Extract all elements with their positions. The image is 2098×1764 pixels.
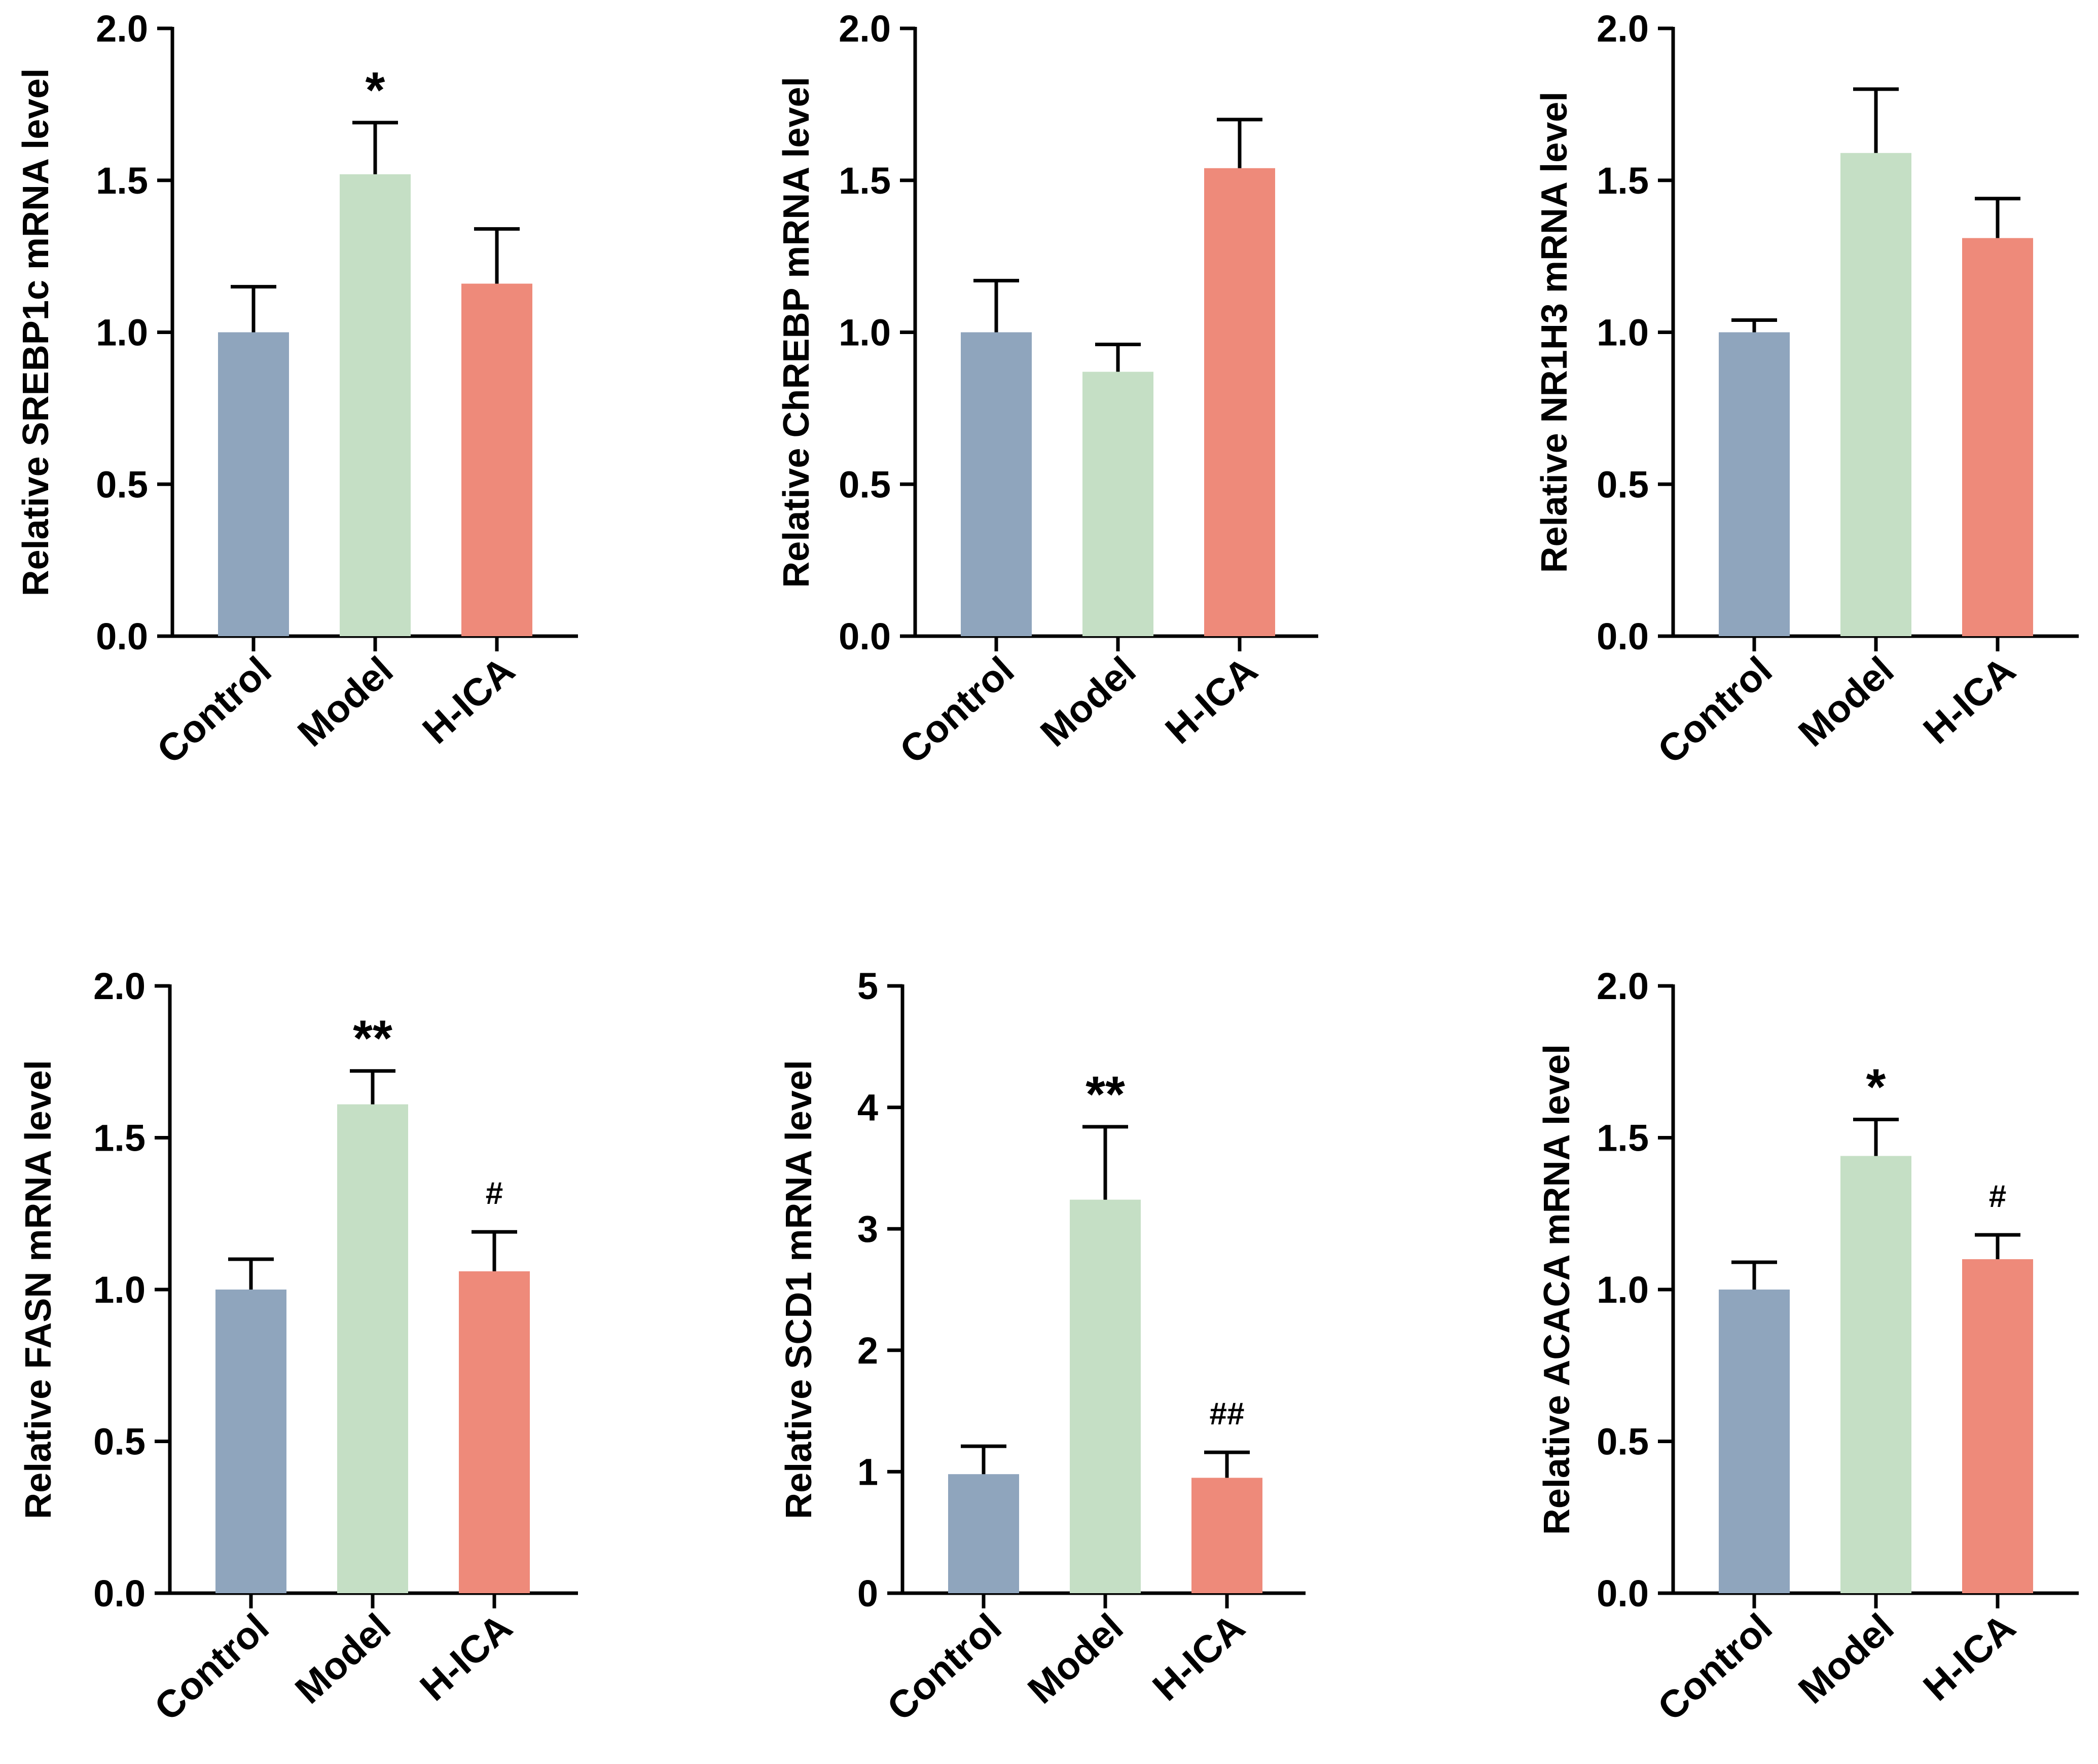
y-tick-label: 0.5 xyxy=(93,1421,146,1463)
bar-control xyxy=(961,332,1032,636)
bar-control xyxy=(1719,1290,1790,1593)
y-tick-label: 2.0 xyxy=(1597,8,1649,50)
y-tick-label: 4 xyxy=(857,1087,878,1129)
x-tick-label: H-ICA xyxy=(415,648,523,752)
chart-panel-6: 0.0 0.5 1.0 1.5 2.0 Relative ACACA mRNA level… xyxy=(1537,965,2079,1729)
x-tick-label: H-ICA xyxy=(1915,648,2024,752)
significance-label: # xyxy=(1989,1179,2006,1214)
bar-control xyxy=(215,1290,286,1593)
y-tick-label: 0.5 xyxy=(1597,1421,1649,1463)
y-tick-label: 1 xyxy=(857,1451,878,1493)
y-tick-label: 2.0 xyxy=(96,8,148,50)
y-tick-label: 5 xyxy=(857,965,878,1007)
bar-h-ica xyxy=(461,283,532,636)
chart-panel-3: 0.0 0.5 1.0 1.5 2.0 Relative NR1H3 mRNA level… xyxy=(1534,8,2079,772)
y-tick-label: 0.0 xyxy=(839,615,891,657)
significance-label: * xyxy=(1866,1059,1886,1116)
bar-model xyxy=(1070,1199,1141,1593)
bar-model xyxy=(340,174,411,636)
significance-label: ## xyxy=(1210,1396,1245,1431)
y-axis-title: Relative ChREBP mRNA level xyxy=(776,77,817,587)
bar-control xyxy=(218,332,289,636)
chart-panel-4: 0.0 0.5 1.0 1.5 2.0 Relative FASN mRNA level C… xyxy=(18,965,578,1729)
bar-h-ica xyxy=(1962,1259,2033,1593)
y-tick-label: 3 xyxy=(857,1208,878,1250)
y-tick-label: 0.0 xyxy=(1597,615,1649,657)
significance-label: ** xyxy=(1086,1066,1125,1123)
significance-label: # xyxy=(486,1176,503,1211)
bar-control xyxy=(1719,332,1790,636)
y-tick-label: 0.5 xyxy=(96,463,148,505)
bar-model xyxy=(1840,153,1911,636)
chart-panel-1: 0.0 0.5 1.0 1.5 2.0 Relative SREBP1c mRNA lev… xyxy=(16,8,578,772)
significance-label: ** xyxy=(353,1010,392,1067)
y-axis-title: Relative FASN mRNA level xyxy=(18,1060,59,1519)
x-tick-label: H-ICA xyxy=(1915,1605,2024,1709)
y-tick-label: 2.0 xyxy=(839,8,891,50)
x-tick-label: H-ICA xyxy=(1145,1605,1253,1709)
bar-h-ica xyxy=(1962,238,2033,636)
x-tick-label: Model xyxy=(1020,1605,1131,1712)
bar-h-ica xyxy=(459,1271,530,1593)
y-tick-label: 1.0 xyxy=(96,312,148,354)
y-tick-label: 2 xyxy=(857,1330,878,1372)
bar-model xyxy=(337,1104,408,1593)
y-tick-label: 1.0 xyxy=(93,1269,146,1311)
y-tick-label: 0.0 xyxy=(96,615,148,657)
x-tick-label: Control xyxy=(879,1605,1010,1729)
y-tick-label: 1.5 xyxy=(96,160,148,202)
y-tick-label: 2.0 xyxy=(1597,965,1649,1007)
x-tick-label: Model xyxy=(1790,648,1902,755)
y-axis-title: Relative ACACA mRNA level xyxy=(1537,1044,1577,1535)
y-tick-label: 0 xyxy=(857,1572,878,1614)
x-tick-label: Model xyxy=(1032,648,1144,755)
y-tick-label: 1.0 xyxy=(839,312,891,354)
bar-control xyxy=(948,1474,1019,1593)
x-tick-label: Model xyxy=(290,648,401,755)
bar-h-ica xyxy=(1191,1478,1262,1593)
y-axis-title: Relative NR1H3 mRNA level xyxy=(1534,92,1575,573)
bar-model xyxy=(1840,1156,1911,1593)
y-tick-label: 1.5 xyxy=(93,1117,146,1159)
y-tick-label: 1.5 xyxy=(1597,160,1649,202)
x-tick-label: Control xyxy=(1650,1605,1781,1729)
x-tick-label: Model xyxy=(1790,1605,1902,1712)
significance-label: * xyxy=(366,62,385,119)
y-tick-label: 0.5 xyxy=(1597,463,1649,505)
bar-model xyxy=(1082,372,1153,636)
y-tick-label: 1.5 xyxy=(839,160,891,202)
y-tick-label: 1.0 xyxy=(1597,312,1649,354)
y-tick-label: 1.0 xyxy=(1597,1269,1649,1311)
y-axis-title: Relative SCD1 mRNA level xyxy=(779,1060,819,1519)
y-tick-label: 0.0 xyxy=(93,1572,146,1614)
y-axis-title: Relative SREBP1c mRNA level xyxy=(16,68,56,597)
x-tick-label: Control xyxy=(1650,648,1781,772)
x-tick-label: H-ICA xyxy=(412,1605,521,1709)
x-tick-label: Control xyxy=(149,648,280,772)
x-tick-label: H-ICA xyxy=(1157,648,1266,752)
x-tick-label: Control xyxy=(892,648,1023,772)
y-tick-label: 0.5 xyxy=(839,463,891,505)
x-tick-label: Model xyxy=(287,1605,399,1712)
chart-panel-5: 0 1 2 3 4 5 Relative SCD1 mRNA level Control ** M… xyxy=(779,965,1306,1729)
y-tick-label: 2.0 xyxy=(93,965,146,1007)
y-tick-label: 0.0 xyxy=(1597,1572,1649,1614)
x-tick-label: Control xyxy=(147,1605,277,1729)
chart-panel-2: 0.0 0.5 1.0 1.5 2.0 Relative ChREBP mRNA leve… xyxy=(776,8,1318,772)
bar-h-ica xyxy=(1204,168,1275,636)
y-tick-label: 1.5 xyxy=(1597,1117,1649,1159)
